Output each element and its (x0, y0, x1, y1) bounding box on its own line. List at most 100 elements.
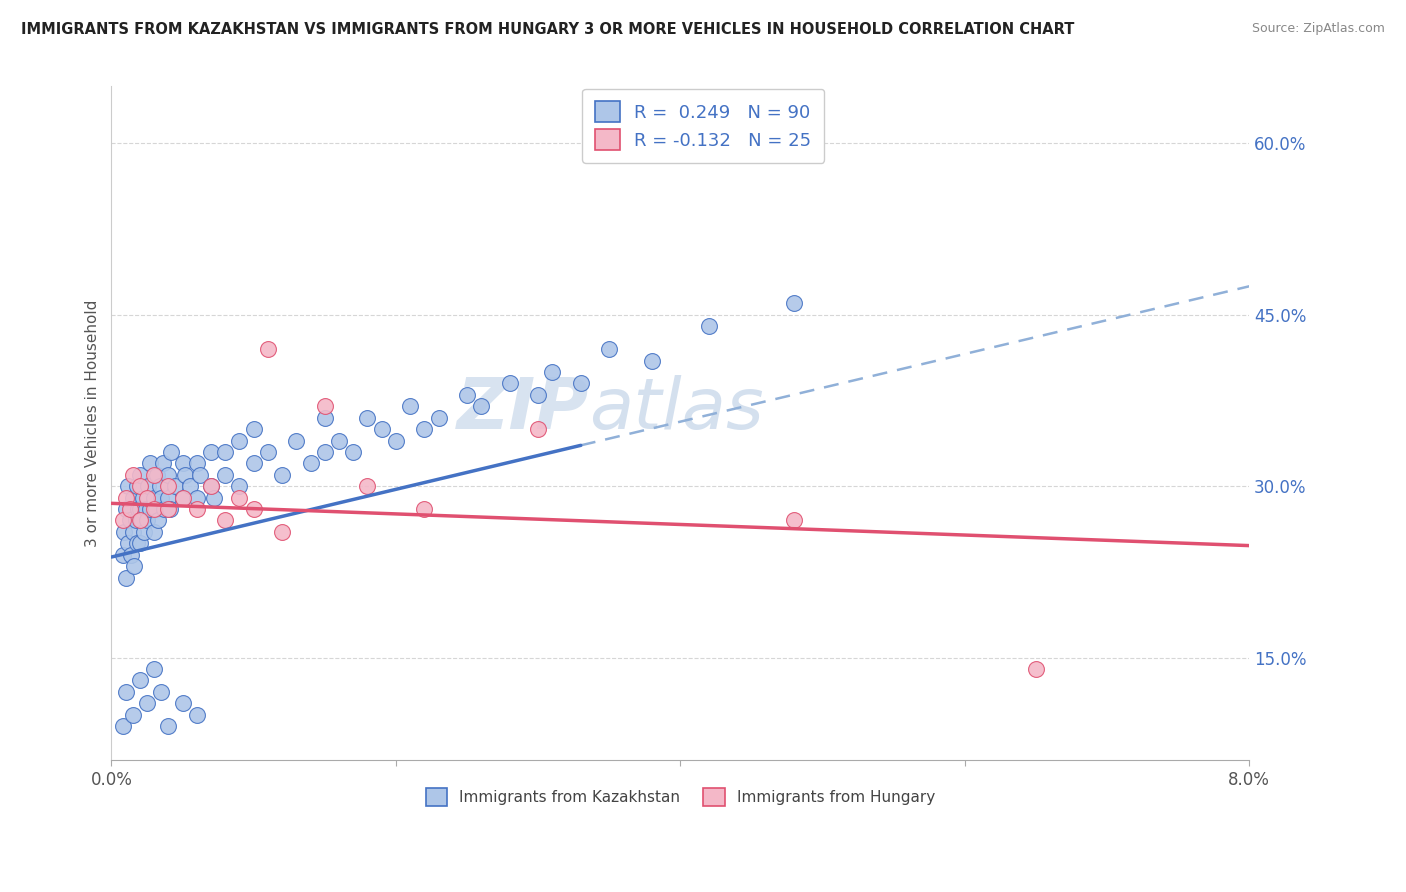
Point (129, 513, 152, 527)
Point (148, 513, 170, 527)
Point (134, 524, 156, 539)
Point (527, 388, 550, 402)
Point (121, 524, 143, 539)
Point (111, 548, 134, 562)
Point (356, 410, 378, 425)
Point (157, 491, 180, 505)
Point (114, 571, 136, 585)
Point (136, 491, 159, 505)
Point (128, 479, 150, 493)
Point (125, 479, 148, 493)
Point (143, 502, 166, 516)
Point (214, 467, 236, 482)
Point (125, 536, 148, 550)
Point (783, 513, 806, 527)
Point (122, 559, 145, 574)
Point (121, 491, 143, 505)
Point (149, 479, 172, 493)
Point (160, 445, 183, 459)
Point (118, 513, 141, 527)
Point (174, 467, 197, 482)
Y-axis label: 3 or more Vehicles in Household: 3 or more Vehicles in Household (86, 300, 100, 547)
Point (139, 502, 162, 516)
Point (399, 399, 422, 413)
Point (356, 479, 378, 493)
Point (114, 491, 136, 505)
Point (527, 422, 550, 436)
Point (314, 445, 336, 459)
Point (413, 502, 436, 516)
Point (118, 502, 141, 516)
Point (114, 685, 136, 699)
Point (641, 353, 664, 368)
Point (1025, 662, 1047, 676)
Point (153, 502, 176, 516)
Point (186, 491, 208, 505)
Point (214, 445, 236, 459)
Point (136, 696, 159, 710)
Point (285, 434, 308, 448)
Point (242, 502, 264, 516)
Point (328, 434, 350, 448)
Point (314, 410, 336, 425)
Point (188, 467, 211, 482)
Point (427, 410, 450, 425)
Point (136, 513, 159, 527)
Point (157, 479, 180, 493)
Text: atlas: atlas (589, 376, 763, 444)
Point (172, 456, 194, 470)
Point (228, 434, 250, 448)
Point (150, 491, 173, 505)
Point (157, 502, 180, 516)
Point (143, 467, 166, 482)
Point (314, 399, 336, 413)
Point (159, 502, 181, 516)
Point (128, 673, 150, 688)
Point (143, 662, 166, 676)
Point (145, 502, 167, 516)
Point (200, 445, 222, 459)
Point (385, 434, 408, 448)
Point (271, 524, 294, 539)
Point (299, 456, 322, 470)
Point (121, 707, 143, 722)
Point (157, 467, 180, 482)
Point (111, 513, 134, 527)
Point (172, 696, 194, 710)
Point (783, 296, 806, 310)
Point (498, 376, 520, 391)
Point (146, 467, 169, 482)
Text: ZIP: ZIP (457, 376, 589, 444)
Point (152, 456, 174, 470)
Point (200, 479, 222, 493)
Point (342, 445, 364, 459)
Point (470, 399, 492, 413)
Point (242, 422, 264, 436)
Point (112, 524, 135, 539)
Point (257, 445, 280, 459)
Point (128, 513, 150, 527)
Point (214, 513, 236, 527)
Point (186, 456, 208, 470)
Point (242, 456, 264, 470)
Point (127, 502, 149, 516)
Point (143, 524, 166, 539)
Point (117, 479, 139, 493)
Point (598, 342, 620, 356)
Point (139, 456, 162, 470)
Point (172, 491, 194, 505)
Point (143, 491, 166, 505)
Point (114, 502, 136, 516)
Point (150, 685, 173, 699)
Point (200, 479, 222, 493)
Point (128, 467, 150, 482)
Point (456, 388, 478, 402)
Point (128, 502, 150, 516)
Point (117, 536, 139, 550)
Point (172, 491, 194, 505)
Point (413, 422, 436, 436)
Point (135, 502, 157, 516)
Point (138, 479, 160, 493)
Legend: Immigrants from Kazakhstan, Immigrants from Hungary: Immigrants from Kazakhstan, Immigrants f… (418, 780, 942, 814)
Point (271, 467, 294, 482)
